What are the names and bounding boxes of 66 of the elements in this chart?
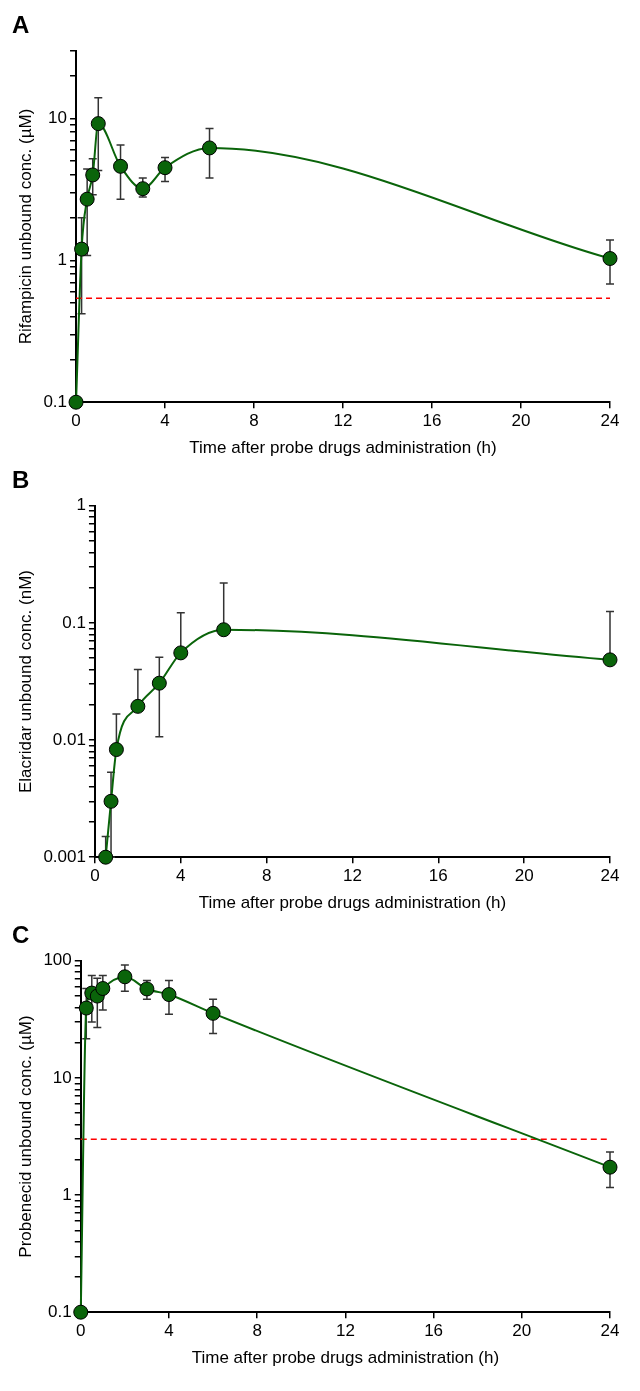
point [117,969,133,985]
x-tick-label: 0 [90,866,100,886]
x-tick-label: 16 [424,1321,444,1341]
x-tick-label: 24 [600,866,620,886]
x-tick-label: 12 [335,1321,355,1341]
x-tick-label: 4 [160,411,170,431]
y-tick-label: 0.01 [52,729,86,749]
y-tick-label: 1 [76,495,86,515]
y-tick-label: 10 [52,1067,72,1087]
point [205,1005,221,1021]
point [85,167,101,183]
x-tick-label: 4 [176,866,186,886]
point [73,1304,89,1320]
point [68,394,84,410]
y-tick-label: 1 [57,250,68,270]
point [108,742,124,758]
point [79,191,95,207]
point [602,251,618,267]
y-axis-title: Rifampicin unbound conc. (µM) [15,108,35,345]
x-tick-label: 8 [252,1321,262,1341]
x-tick-label: 20 [514,866,534,886]
point [103,793,119,809]
point [202,140,218,156]
point [602,1159,618,1175]
point [90,116,106,132]
point [95,981,111,997]
x-tick-label: 0 [71,411,81,431]
point [74,241,90,257]
point [157,160,173,176]
point [151,675,167,691]
x-tick-label: 20 [512,1321,532,1341]
x-tick-label: 24 [600,1321,620,1341]
point [113,158,129,174]
chart-title: A [12,11,30,39]
x-axis-title: Time after probe drugs administration (h) [198,893,507,913]
point [602,652,618,668]
x-axis-title: Time after probe drugs administration (h) [191,1348,500,1368]
x-axis-title: Time after probe drugs administration (h) [189,438,497,458]
y-tick-label: 0.001 [43,846,86,866]
y-axis-title: Elacridar unbound conc. (nM) [15,569,35,794]
y-tick-label: 0.1 [48,1301,72,1321]
y-tick-label: 0.1 [62,612,86,632]
x-tick-label: 4 [164,1321,174,1341]
x-tick-label: 8 [261,866,272,886]
x-tick-label: 12 [333,411,353,431]
x-tick-label: 16 [422,411,442,431]
x-tick-label: 16 [428,866,448,886]
x-tick-label: 8 [249,411,259,431]
x-tick-label: 0 [76,1321,86,1341]
x-tick-label: 12 [343,866,362,886]
point [78,1000,94,1016]
point [135,181,151,197]
point [130,698,146,714]
y-tick-label: 100 [43,950,72,970]
y-tick-label: 0.1 [43,391,68,411]
point [161,987,177,1003]
chart-title: B [12,466,30,494]
x-tick-label: 24 [600,411,620,431]
y-tick-label: 1 [62,1184,72,1204]
x-tick-label: 20 [511,411,531,431]
chart-title: C [12,921,30,949]
point [98,849,114,865]
y-tick-label: 10 [48,108,68,128]
point [173,645,189,661]
point [216,622,232,638]
y-axis-title: Probenecid unbound conc. (µM) [15,1015,35,1258]
